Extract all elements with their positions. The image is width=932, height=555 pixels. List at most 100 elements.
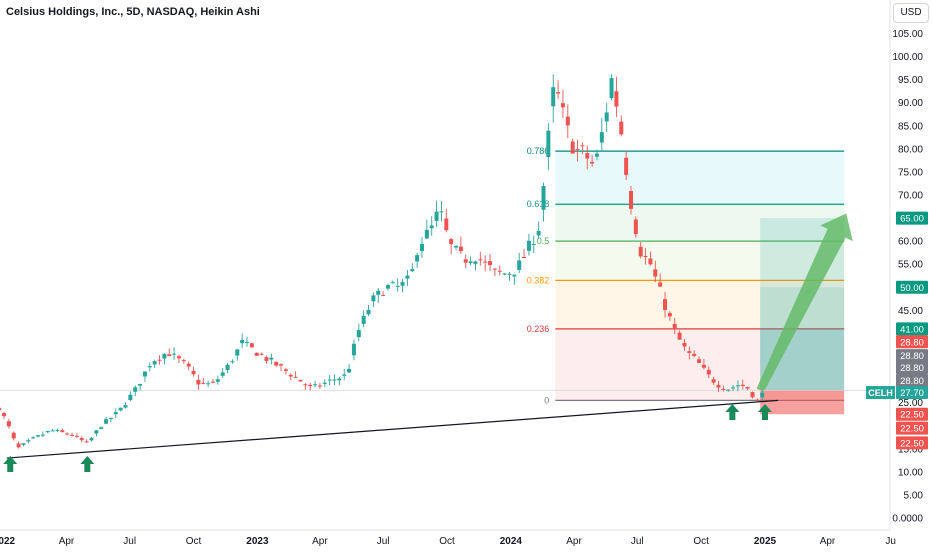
candle-50	[240, 333, 245, 348]
candle-body	[337, 378, 342, 381]
arrow-2022-05-icon[interactable]	[80, 456, 95, 472]
candle-72	[347, 364, 352, 374]
candle-body	[473, 261, 478, 264]
candle-64	[308, 382, 313, 391]
candle-body	[512, 274, 517, 277]
candle-body	[410, 269, 415, 272]
candle-149	[721, 385, 726, 392]
long-position-tool[interactable]	[744, 206, 862, 415]
candle-16	[74, 433, 79, 439]
candle-body	[245, 341, 250, 343]
candle-11	[50, 428, 55, 432]
candle-0	[0, 407, 2, 411]
support-trendline[interactable]	[6, 399, 779, 459]
candle-23	[108, 417, 113, 423]
candle-body	[745, 386, 750, 389]
y-tick-label: 70.00	[898, 191, 923, 202]
candle-155	[750, 391, 755, 399]
candle-117	[565, 104, 570, 139]
trendline[interactable]	[6, 399, 779, 459]
candle-108	[522, 248, 527, 259]
candle-52	[249, 343, 254, 349]
candle-body	[497, 270, 502, 272]
candle-18	[84, 439, 89, 443]
candle-body	[303, 384, 308, 386]
candle-body	[186, 363, 191, 367]
candle-body	[740, 384, 745, 387]
price-tag	[896, 335, 928, 349]
candle-body	[381, 294, 386, 296]
candle-119	[575, 139, 580, 162]
y-tick-label: 10.00	[898, 467, 923, 478]
price-tag-label: 22.50	[900, 438, 924, 449]
candle-38	[181, 358, 186, 364]
candle-body	[327, 379, 332, 381]
candle-body	[551, 87, 556, 107]
x-tick-label: Oct	[186, 536, 202, 547]
candle-47	[225, 362, 230, 374]
candle-body	[633, 219, 638, 235]
candle-118	[570, 138, 575, 154]
time-axis[interactable]: 2022 Apr Jul Oct 2023 Apr Jul Oct 2024 Apr Jul Oct 2…	[0, 529, 932, 550]
y-tick-label: 85.00	[898, 121, 923, 132]
y-tick-label: 0.0000	[892, 514, 923, 525]
price-axis[interactable]: 0.00005.0010.0015.0020.0025.0030.0035.00…	[889, 0, 932, 550]
candle-body	[531, 243, 536, 245]
target-arrow[interactable]	[744, 206, 862, 399]
candle-140	[677, 330, 682, 340]
candle-33	[157, 355, 162, 365]
candle-body	[342, 374, 347, 376]
price-tag-label: 28.80	[900, 376, 924, 387]
candle-body	[663, 299, 668, 310]
candle-12	[55, 428, 60, 433]
y-tick-label: 5.00	[904, 491, 924, 502]
arrow-2022-01-icon[interactable]	[3, 456, 18, 472]
candle-56	[269, 353, 274, 365]
candle-67	[322, 379, 327, 388]
arrow-2024-11-icon[interactable]	[725, 404, 740, 420]
candle-body	[405, 275, 410, 279]
stop-zone	[760, 390, 845, 415]
candle-body	[483, 261, 488, 263]
fib-zone-0.5	[555, 204, 845, 242]
candle-107	[517, 252, 522, 274]
candle-105	[507, 271, 512, 281]
x-tick-label: Oct	[439, 536, 455, 547]
currency-button[interactable]: USD	[893, 3, 929, 23]
x-tick-label: Ju	[885, 536, 896, 547]
candle-89	[429, 216, 434, 236]
candle-body	[371, 295, 376, 302]
candle-body	[536, 230, 541, 236]
candle-95	[458, 236, 463, 254]
price-tag-label: 28.80	[900, 363, 924, 374]
y-tick-label: 25.00	[898, 398, 923, 409]
candle-131	[633, 216, 638, 238]
candle-42	[201, 377, 206, 385]
candle-113	[546, 123, 551, 171]
candle-body	[706, 369, 711, 375]
candle-body	[682, 343, 687, 347]
candle-130	[628, 185, 633, 215]
candle-29	[138, 383, 143, 391]
candle-97	[468, 256, 473, 266]
candle-100	[483, 255, 488, 272]
candle-body	[594, 153, 599, 157]
candle-body	[11, 432, 16, 439]
candle-51	[245, 336, 250, 347]
candle-40	[191, 366, 196, 377]
candle-body	[147, 366, 152, 368]
y-tick-label: 105.00	[892, 29, 923, 40]
candles	[0, 74, 890, 449]
candle-body	[526, 240, 531, 251]
marker-arrows[interactable]	[3, 404, 772, 472]
fib-label-0.618: 0.618	[527, 199, 550, 209]
candle-body	[288, 374, 293, 377]
arrow-2025-01-icon[interactable]	[758, 404, 772, 420]
candle-41	[196, 374, 201, 390]
candle-body	[225, 364, 230, 370]
candle-68	[327, 374, 332, 386]
candle-126	[609, 74, 614, 101]
y-tick-label: 100.00	[892, 52, 923, 63]
